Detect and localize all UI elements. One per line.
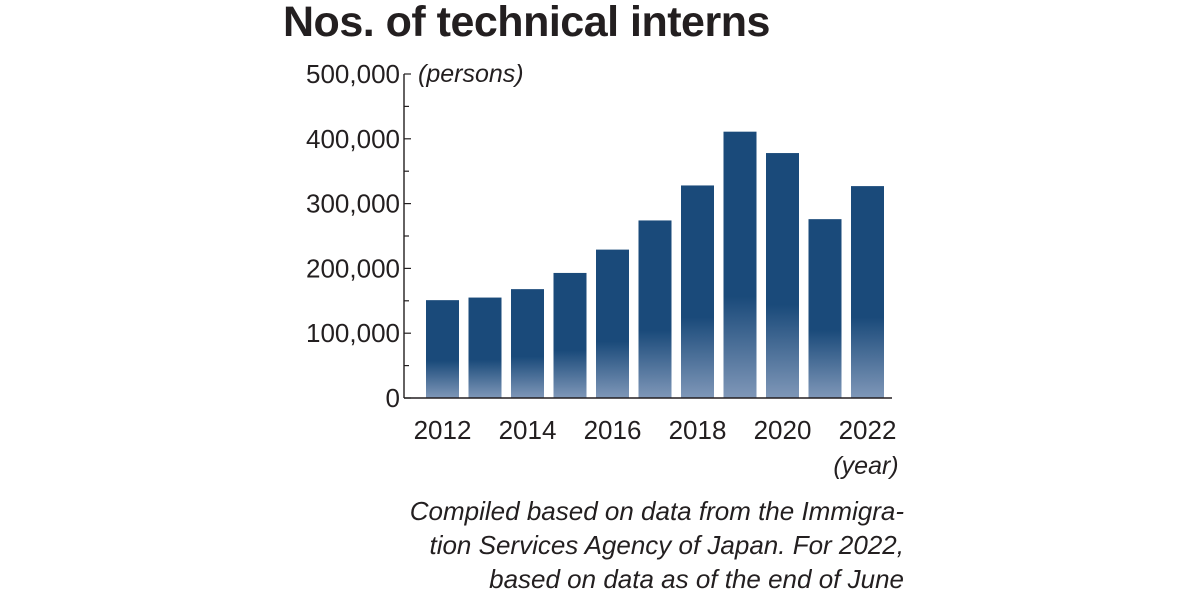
- bars: [426, 131, 884, 398]
- y-axis-unit-label: (persons): [418, 60, 524, 88]
- x-tick-label: 2022: [839, 415, 897, 445]
- source-note: Compiled based on data from the Immigra-…: [284, 494, 904, 596]
- bar-2013: [468, 297, 502, 398]
- bar-2014: [511, 289, 544, 398]
- x-axis-unit-label: (year): [833, 452, 898, 480]
- y-tick-label: 200,000: [306, 253, 400, 283]
- x-tick-label: 2016: [584, 415, 642, 445]
- y-tick-label: 300,000: [306, 189, 400, 219]
- y-tick-label: 100,000: [306, 318, 400, 348]
- bar-2012: [426, 300, 459, 398]
- y-tick-label: 0: [386, 383, 400, 413]
- y-tick-label: 400,000: [306, 124, 400, 154]
- y-tick-label: 500,000: [306, 59, 400, 89]
- bar-2018: [681, 185, 714, 398]
- bar-2021: [808, 219, 842, 398]
- y-axis: 0 100,000 200,000 300,000 400,000 500,000: [306, 59, 411, 413]
- x-tick-label: 2014: [499, 415, 557, 445]
- source-note-line-1: Compiled based on data from the Immigra-: [409, 496, 904, 526]
- source-note-line-3: based on data as of the end of June: [489, 564, 904, 594]
- bar-2017: [638, 220, 672, 398]
- bar-2016: [596, 249, 629, 398]
- x-axis: 2012 2014 2016 2018 2020 2022: [404, 397, 897, 445]
- x-tick-label: 2012: [414, 415, 472, 445]
- bar-2015: [553, 272, 587, 398]
- x-tick-label: 2018: [669, 415, 727, 445]
- bar-2019: [723, 131, 757, 398]
- source-note-line-2: tion Services Agency of Japan. For 2022,: [429, 530, 904, 560]
- bar-2020: [766, 153, 799, 398]
- chart-title: Nos. of technical interns: [283, 0, 770, 46]
- bar-2022: [851, 186, 884, 398]
- x-tick-label: 2020: [754, 415, 812, 445]
